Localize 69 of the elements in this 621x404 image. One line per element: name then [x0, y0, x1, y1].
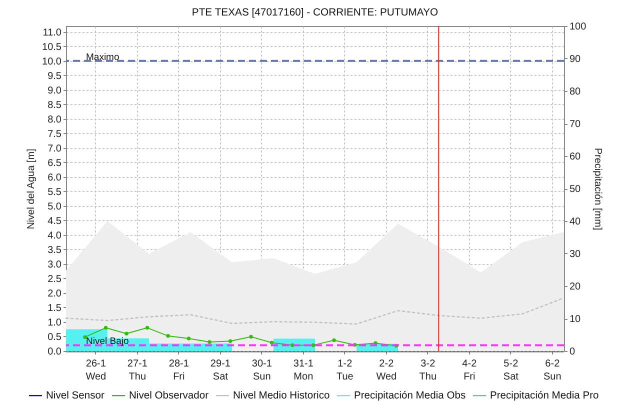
y-tick-label: 9.5 — [48, 70, 62, 82]
y-axis-title: Nivel del Agua [m] — [26, 148, 38, 230]
y-tick-label: 1.0 — [48, 317, 62, 328]
x-tick-label: 3-2 Thu — [419, 358, 437, 382]
point — [124, 332, 128, 336]
legend-label: Precipitación Media Obs — [354, 390, 466, 402]
legend-label: Nivel Medio Historico — [233, 390, 330, 402]
y2-tick-label: 60 — [570, 152, 582, 162]
y-tick-label: 8.5 — [48, 100, 62, 111]
y-tick-label: 3.5 — [48, 244, 62, 256]
y-tick-label: 10.0 — [42, 56, 62, 68]
y2-axis-title: Precipitación [mm] — [592, 148, 604, 230]
point — [186, 336, 191, 340]
y2-tick-label: 20 — [570, 282, 582, 292]
y-tick-label: 2.5 — [48, 274, 62, 285]
ref-line-label: Nivel Bajo — [86, 336, 129, 348]
y-tick-label: 9.0 — [48, 85, 62, 96]
y2-tick-label: 80 — [570, 86, 582, 98]
y2-tick-label: 90 — [570, 54, 582, 65]
y-tick-label: 5.0 — [48, 201, 62, 212]
x-tick-label: 5-2 Sat — [503, 358, 519, 382]
legend-label: Precipitación Media Pro — [490, 390, 600, 402]
ref-line-label: Maximo — [86, 52, 120, 63]
x-tick-label: 26-1 Wed — [86, 358, 106, 382]
point — [332, 338, 336, 342]
x-tick-label: 28-1 Fri — [168, 358, 190, 382]
point — [83, 335, 87, 339]
x-tick-label: 4-2 Fri — [462, 358, 478, 382]
point — [166, 334, 170, 338]
y2-tick-label: 70 — [570, 119, 582, 130]
y-tick-label: 6.0 — [48, 172, 62, 184]
point — [228, 339, 232, 343]
x-tick-label: 30-1 Sun — [252, 358, 272, 382]
y-tick-label: 10.5 — [42, 42, 62, 53]
y-tick-label: 3.0 — [48, 259, 62, 270]
chart-title: PTE TEXAS [47017160] - CORRIENTE: PUTUMAYO — [192, 8, 438, 19]
y2-tick-label: 100 — [570, 22, 587, 32]
point — [270, 340, 274, 344]
legend-label: Nivel Sensor — [46, 390, 105, 402]
line-series — [65, 297, 565, 325]
y-tick-label: 4.0 — [48, 230, 62, 242]
y-tick-label: 7.0 — [48, 143, 62, 154]
y-tick-label: 5.5 — [48, 186, 62, 198]
y-tick-label: 0.5 — [48, 332, 62, 343]
x-tick-label: 31-1 Mon — [293, 358, 314, 382]
x-tick-label: 6-2 Sun — [543, 358, 562, 382]
x-tick-label: 27-1 Thu — [127, 358, 148, 382]
point — [104, 326, 108, 330]
point — [208, 340, 212, 344]
y-tick-label: 0.0 — [48, 346, 62, 358]
x-tick-label: 2-2 Wed — [376, 358, 397, 382]
y2-tick-label: 0 — [570, 346, 576, 358]
y-tick-label: 1.5 — [48, 302, 62, 314]
x-tick-label: 1-2 Tue — [336, 358, 354, 382]
y-tick-label: 8.0 — [48, 114, 62, 126]
x-tick-label: 29-1 Sat — [210, 358, 231, 382]
y-tick-label: 4.5 — [48, 216, 62, 227]
y-tick-label: 6.5 — [48, 158, 62, 169]
y-tick-label: 11.0 — [42, 27, 62, 38]
y2-tick-label: 50 — [570, 184, 582, 195]
point — [311, 343, 316, 348]
y-tick-label: 7.5 — [48, 128, 62, 140]
point — [145, 326, 150, 330]
y-tick-label: 2.0 — [48, 288, 62, 300]
legend-label: Nivel Observador — [129, 390, 210, 402]
y2-tick-label: 10 — [570, 314, 582, 325]
point — [249, 334, 253, 339]
y2-tick-label: 40 — [570, 216, 582, 228]
y2-tick-label: 30 — [570, 249, 582, 260]
